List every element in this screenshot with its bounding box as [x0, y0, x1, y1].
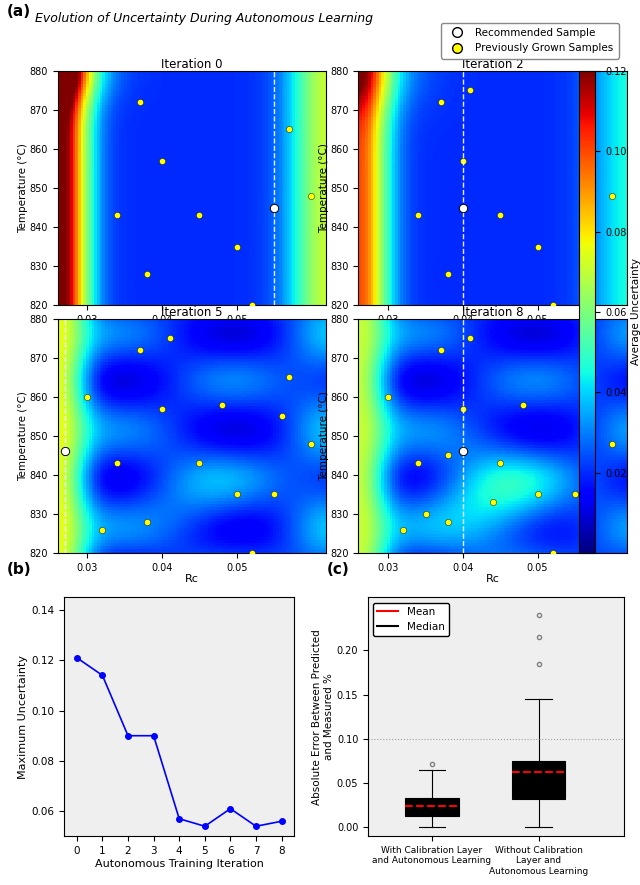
PathPatch shape	[405, 798, 459, 816]
Legend: Mean, Median: Mean, Median	[373, 603, 449, 636]
Y-axis label: Temperature (°C): Temperature (°C)	[319, 391, 329, 481]
Y-axis label: Temperature (°C): Temperature (°C)	[18, 391, 28, 481]
X-axis label: Rc: Rc	[185, 327, 199, 336]
X-axis label: Rc: Rc	[486, 327, 500, 336]
Title: Iteration 2: Iteration 2	[462, 58, 524, 71]
X-axis label: Autonomous Training Iteration: Autonomous Training Iteration	[95, 858, 264, 869]
Text: (b): (b)	[6, 562, 31, 577]
PathPatch shape	[512, 761, 565, 799]
Y-axis label: Maximum Uncertainty: Maximum Uncertainty	[19, 655, 28, 779]
Y-axis label: Temperature (°C): Temperature (°C)	[319, 143, 329, 233]
X-axis label: Rc: Rc	[486, 574, 500, 584]
Legend: Recommended Sample, Previously Grown Samples: Recommended Sample, Previously Grown Sam…	[441, 23, 619, 58]
Title: Iteration 5: Iteration 5	[161, 305, 223, 319]
Text: Evolution of Uncertainty During Autonomous Learning: Evolution of Uncertainty During Autonomo…	[35, 12, 373, 25]
Y-axis label: Average Uncertainty: Average Uncertainty	[630, 258, 640, 366]
Text: (a): (a)	[6, 4, 31, 19]
X-axis label: Rc: Rc	[185, 574, 199, 584]
Y-axis label: Temperature (°C): Temperature (°C)	[18, 143, 28, 233]
Title: Iteration 8: Iteration 8	[462, 305, 524, 319]
Text: (c): (c)	[326, 562, 349, 577]
Title: Iteration 0: Iteration 0	[161, 58, 223, 71]
Y-axis label: Absolute Error Between Predicted
and Measured %: Absolute Error Between Predicted and Mea…	[312, 629, 334, 804]
